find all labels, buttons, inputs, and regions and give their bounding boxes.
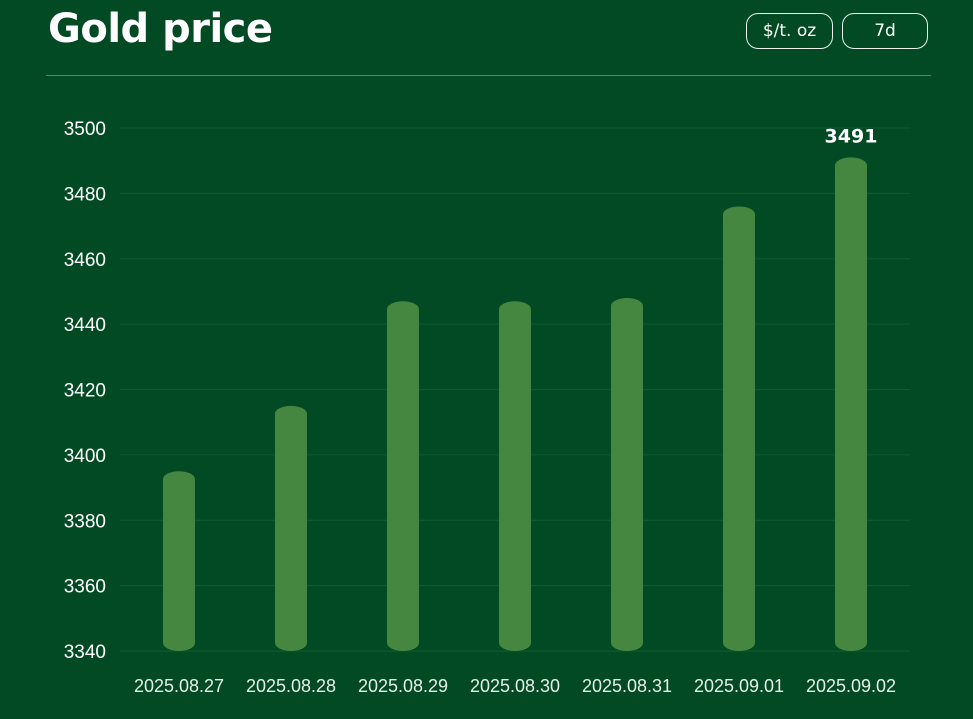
period-selector-button[interactable]: 7d xyxy=(842,13,928,49)
y-tick-label: 3440 xyxy=(64,315,106,336)
data-label: 3491 xyxy=(825,125,878,147)
data-labels: 3491 xyxy=(825,125,878,147)
bar-2025.09.01[interactable] xyxy=(723,206,755,651)
bar-2025.08.31[interactable] xyxy=(611,297,643,651)
x-tick-label: 2025.08.30 xyxy=(470,676,560,696)
x-tick-label: 2025.08.29 xyxy=(358,676,448,696)
y-tick-label: 3500 xyxy=(64,119,106,140)
x-tick-label: 2025.08.27 xyxy=(134,676,224,696)
bar-2025.08.30[interactable] xyxy=(499,301,531,651)
y-tick-label: 3460 xyxy=(64,250,106,271)
x-axis-ticks: 2025.08.27 2025.08.28 2025.08.29 2025.08.30… xyxy=(134,676,896,696)
bars xyxy=(163,157,867,651)
y-tick-label: 3340 xyxy=(64,642,106,663)
y-tick-label: 3360 xyxy=(64,577,106,598)
bar-2025.08.29[interactable] xyxy=(387,301,419,651)
x-tick-label: 2025.09.02 xyxy=(806,676,896,696)
unit-selector-button[interactable]: $/t. oz xyxy=(746,13,833,49)
bar-2025.09.02[interactable] xyxy=(835,157,867,651)
header-divider xyxy=(46,75,931,76)
y-tick-label: 3420 xyxy=(64,381,106,402)
bar-2025.08.28[interactable] xyxy=(275,405,307,651)
x-tick-label: 2025.09.01 xyxy=(694,676,784,696)
y-tick-label: 3480 xyxy=(64,184,106,205)
bar-2025.08.27[interactable] xyxy=(163,471,195,651)
x-tick-label: 2025.08.28 xyxy=(246,676,336,696)
y-tick-label: 3380 xyxy=(64,511,106,532)
y-axis-ticks: 3340 3360 3380 3400 3420 3440 3460 3480 3500 xyxy=(64,119,106,663)
y-tick-label: 3400 xyxy=(64,446,106,467)
x-tick-label: 2025.08.31 xyxy=(582,676,672,696)
chart-title: Gold price xyxy=(48,6,273,52)
